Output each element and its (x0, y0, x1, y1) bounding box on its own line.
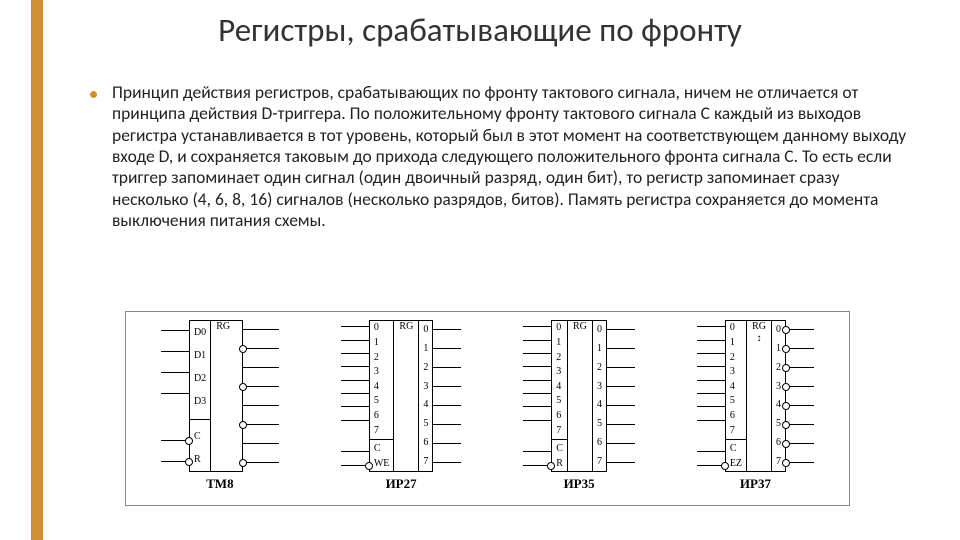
accent-bar (31, 0, 43, 540)
body-block: Принцип действия регистров, срабатывающи… (90, 82, 910, 231)
pin-line (341, 451, 369, 452)
diagram-area: D0D1D2D3CRRGТМ801234567CWERG01234567ИР27… (125, 311, 850, 506)
pin-line (523, 380, 551, 381)
pin-line (697, 393, 725, 394)
pin-line (161, 440, 189, 441)
pin-line (697, 326, 725, 327)
bullet-icon (90, 91, 97, 98)
pin-line (341, 406, 369, 407)
pin-line (523, 420, 551, 421)
pin-line (697, 353, 725, 354)
pin-line (341, 340, 369, 341)
chip-label: ИР27 (386, 476, 417, 492)
pin-line (161, 351, 189, 352)
pin-line (523, 451, 551, 452)
pin-line (341, 420, 369, 421)
rg-header: RG (750, 321, 768, 333)
register-ТМ8: D0D1D2D3CRRGТМ8 (161, 320, 279, 501)
pin-line (697, 406, 725, 407)
pin-line (523, 406, 551, 407)
pin-line (341, 366, 369, 367)
pin-line (697, 380, 725, 381)
pin-line (341, 326, 369, 327)
rg-header: RG (571, 321, 589, 333)
pin-line (697, 465, 725, 466)
pin-line (341, 465, 369, 466)
pin-line (341, 353, 369, 354)
chip-label: ИР35 (564, 476, 595, 492)
pin-line (523, 393, 551, 394)
pin-line (697, 420, 725, 421)
pin-line (523, 366, 551, 367)
pin-line (341, 393, 369, 394)
pin-line (697, 366, 725, 367)
rg-header: RG (397, 321, 415, 333)
pin-line (341, 380, 369, 381)
chip-label: ТМ8 (206, 476, 233, 492)
pin-line (697, 340, 725, 341)
pin-line (161, 461, 189, 462)
pin-line (161, 330, 189, 331)
pin-line (161, 372, 189, 373)
pin-line (523, 353, 551, 354)
slide-title: Регистры, срабатывающие по фронту (0, 10, 960, 50)
pin-line (523, 340, 551, 341)
pin-line (161, 393, 189, 394)
register-ИР37: 01234567CEZRG↕01234567ИР37 (697, 320, 814, 501)
body-text: Принцип действия регистров, срабатывающи… (112, 82, 910, 231)
pin-line (523, 465, 551, 466)
pin-line (523, 326, 551, 327)
register-ИР27: 01234567CWERG01234567ИР27 (341, 320, 462, 501)
chip-label: ИР37 (740, 476, 771, 492)
pin-line (697, 451, 725, 452)
register-ИР35: 01234567CRRG01234567ИР35 (523, 320, 635, 501)
rg-header: RG (214, 321, 232, 333)
